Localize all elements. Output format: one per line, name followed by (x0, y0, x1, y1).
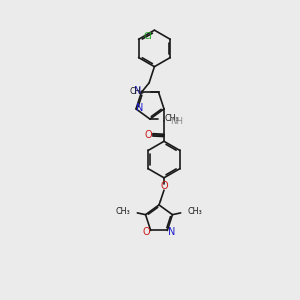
Text: Cl: Cl (144, 32, 152, 41)
Text: CH₃: CH₃ (165, 114, 179, 123)
Text: NH: NH (170, 117, 184, 126)
Text: CH₃: CH₃ (188, 207, 203, 216)
Text: CH₃: CH₃ (116, 207, 130, 216)
Text: CH₃: CH₃ (129, 87, 144, 96)
Text: O: O (142, 227, 150, 237)
Text: O: O (160, 181, 168, 191)
Text: N: N (134, 86, 141, 96)
Text: N: N (168, 227, 176, 237)
Text: O: O (144, 130, 152, 140)
Text: N: N (136, 103, 143, 113)
